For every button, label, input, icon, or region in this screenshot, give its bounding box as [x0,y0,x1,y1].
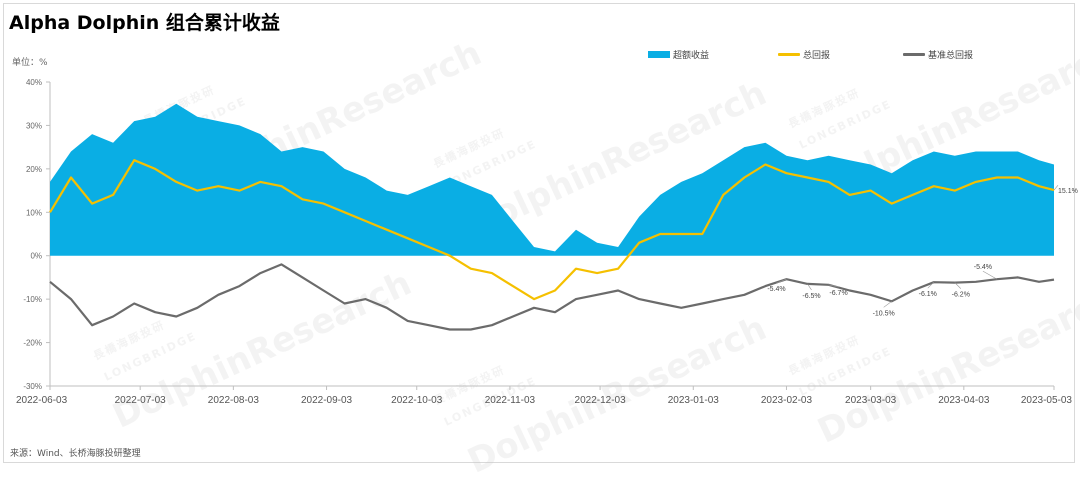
chart-title: Alpha Dolphin 组合累计收益 [9,12,280,34]
data-label: -5.4% [767,286,785,293]
y-tick-label: -20% [23,339,42,348]
x-tick-label: 2023-02-03 [761,395,813,406]
legend-label-total: 总回报 [803,51,831,61]
series-line-benchmark [49,263,1055,331]
legend-swatch-total [778,53,800,56]
legend-label-excess: 超额收益 [673,51,710,61]
x-tick-label: 2022-12-03 [575,395,627,406]
data-label: -6.1% [919,291,937,298]
annotation-leader [776,278,787,284]
source-note: 来源：Wind、长桥海豚投研整理 [10,449,141,459]
annotation-leader [1053,184,1059,191]
x-tick-label: 2023-04-03 [938,395,990,406]
data-label: -6.5% [802,293,820,300]
annotation-leader [828,284,839,288]
y-tick-label: 40% [26,78,42,87]
chart-frame [3,3,1075,463]
cumulative-return-chart: -30% -20% -10% 0% 10% 20% 30% 40% 2022-06-03 2022… [16,78,1078,406]
legend-swatch-excess [648,51,670,58]
y-tick-label: -10% [23,295,42,304]
annotation-leader [883,301,892,308]
x-tick-label: 2022-06-03 [16,395,68,406]
series-line-total [49,159,1055,301]
annotation-leader [954,282,962,289]
annotation-leader [807,283,812,291]
data-label: -6.2% [952,292,970,299]
legend-item-excess: 超额收益 [648,48,709,61]
data-label: -5.4% [974,264,992,271]
annotation-leader [982,270,998,280]
y-tick-label: 30% [26,121,42,130]
data-label: -10.5% [873,310,895,317]
x-tick-label: 2022-07-03 [115,395,167,406]
y-tick-label: 20% [26,165,42,174]
legend-label-benchmark: 基准总回报 [928,51,974,61]
legend-item-benchmark: 基准总回报 [903,48,973,61]
data-label: 15.1% [1058,188,1078,195]
legend-swatch-benchmark [903,53,925,56]
y-tick-label: 0% [30,252,42,261]
series-area-excess [50,103,1054,256]
x-tick-label: 2023-03-03 [845,395,897,406]
x-tick-label: 2023-01-03 [668,395,720,406]
x-tick-label: 2022-09-03 [301,395,353,406]
y-tick-label: -30% [23,382,42,391]
data-label: -6.7% [829,290,847,297]
annotation-leader [927,281,934,289]
y-unit-label: 单位：% [12,58,48,68]
y-tick-label: 10% [26,208,42,217]
x-tick-label: 2022-08-03 [208,395,260,406]
x-tick-label: 2023-05-03 [1021,395,1073,406]
x-tick-label: 2022-11-03 [485,395,536,406]
x-tick-label: 2022-10-03 [391,395,443,406]
legend-item-total: 总回报 [778,48,830,61]
